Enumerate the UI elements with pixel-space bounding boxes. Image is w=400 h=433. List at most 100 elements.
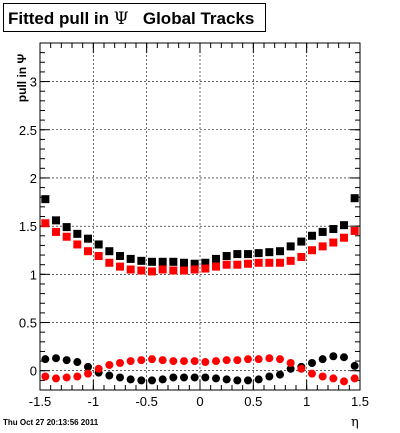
data-point <box>190 357 199 366</box>
x-tick-label: 0.5 <box>244 394 262 409</box>
data-point <box>265 372 274 381</box>
data-point <box>244 355 252 364</box>
data-point <box>84 234 92 243</box>
data-point <box>148 376 156 385</box>
data-point <box>233 260 242 269</box>
data-point <box>52 374 60 383</box>
x-tick-label: -1 <box>88 394 100 409</box>
data-point <box>169 266 178 275</box>
data-point <box>52 216 60 225</box>
chart-title-suffix: Global Tracks <box>128 9 255 28</box>
data-point <box>158 257 167 266</box>
y-axis-label: pull in Ψ <box>15 53 29 103</box>
data-point <box>286 242 295 251</box>
data-point <box>340 221 348 230</box>
data-point <box>73 240 82 249</box>
data-point <box>84 369 92 378</box>
y-tick-label: 0.5 <box>19 316 37 331</box>
data-point <box>276 355 284 364</box>
data-point <box>105 247 114 256</box>
y-tick-label: 1.5 <box>19 219 37 234</box>
data-point <box>286 256 295 265</box>
data-point <box>52 227 60 236</box>
data-point <box>137 356 146 365</box>
data-point <box>126 357 135 366</box>
chart-title-box: Fitted pull in Ψ Global Tracks <box>3 3 266 32</box>
data-point <box>62 373 71 382</box>
data-point <box>233 250 242 259</box>
data-point <box>350 361 359 370</box>
data-point <box>190 265 199 274</box>
data-point <box>350 194 359 203</box>
data-point <box>286 364 295 373</box>
data-point <box>105 360 114 369</box>
data-point <box>201 264 210 273</box>
data-point <box>318 372 327 381</box>
data-point <box>329 374 338 383</box>
data-point <box>201 358 210 367</box>
data-point <box>340 353 348 362</box>
y-tick-label: 3 <box>30 75 37 90</box>
data-point <box>94 240 103 249</box>
data-point <box>233 376 242 385</box>
data-point <box>105 258 114 267</box>
x-axis-label: η <box>351 415 359 430</box>
data-point <box>297 364 306 373</box>
data-point <box>329 352 338 361</box>
data-point <box>62 223 71 232</box>
x-tick-label: -0.5 <box>135 394 157 409</box>
data-point <box>41 355 50 364</box>
data-point <box>222 375 231 384</box>
data-point <box>41 195 50 204</box>
data-point <box>137 376 146 385</box>
series-2 <box>41 352 359 385</box>
data-point <box>244 376 252 385</box>
data-point <box>244 259 252 268</box>
data-point <box>244 250 252 259</box>
y-tick-label: 2.5 <box>19 123 37 138</box>
data-point <box>212 357 220 366</box>
data-point <box>52 354 60 363</box>
y-tick-label: 1 <box>30 267 37 282</box>
data-point <box>350 374 359 383</box>
chart-title: Fitted pull in Ψ Global Tracks <box>8 9 254 29</box>
data-point <box>318 355 327 364</box>
data-point <box>329 238 338 247</box>
data-point <box>62 232 71 241</box>
data-point <box>169 373 178 382</box>
data-point <box>212 374 220 383</box>
data-point <box>308 359 316 368</box>
y-tick-label: 0 <box>30 364 37 379</box>
data-point <box>126 254 135 263</box>
data-point <box>265 248 274 257</box>
data-point <box>73 372 82 381</box>
series-1 <box>41 219 359 276</box>
data-point <box>180 266 188 275</box>
data-point <box>84 247 92 256</box>
data-point <box>148 257 156 266</box>
data-point <box>318 227 327 236</box>
data-point <box>169 357 178 366</box>
data-point <box>254 249 263 258</box>
data-point <box>340 377 348 386</box>
data-point <box>158 356 167 365</box>
data-point <box>126 375 135 384</box>
data-point <box>276 258 284 267</box>
data-point <box>94 364 103 373</box>
data-point <box>62 356 71 365</box>
data-point <box>297 252 306 261</box>
data-point <box>254 355 263 364</box>
data-point <box>286 359 295 368</box>
data-point <box>116 262 124 271</box>
data-point <box>222 252 231 261</box>
data-point <box>201 373 210 382</box>
data-point <box>94 252 103 261</box>
data-point <box>180 373 188 382</box>
data-point <box>308 246 316 255</box>
chart-title-psi: Ψ <box>113 9 129 29</box>
data-point <box>212 262 220 271</box>
data-point <box>116 359 124 368</box>
data-point <box>190 259 199 268</box>
data-point <box>233 356 242 365</box>
